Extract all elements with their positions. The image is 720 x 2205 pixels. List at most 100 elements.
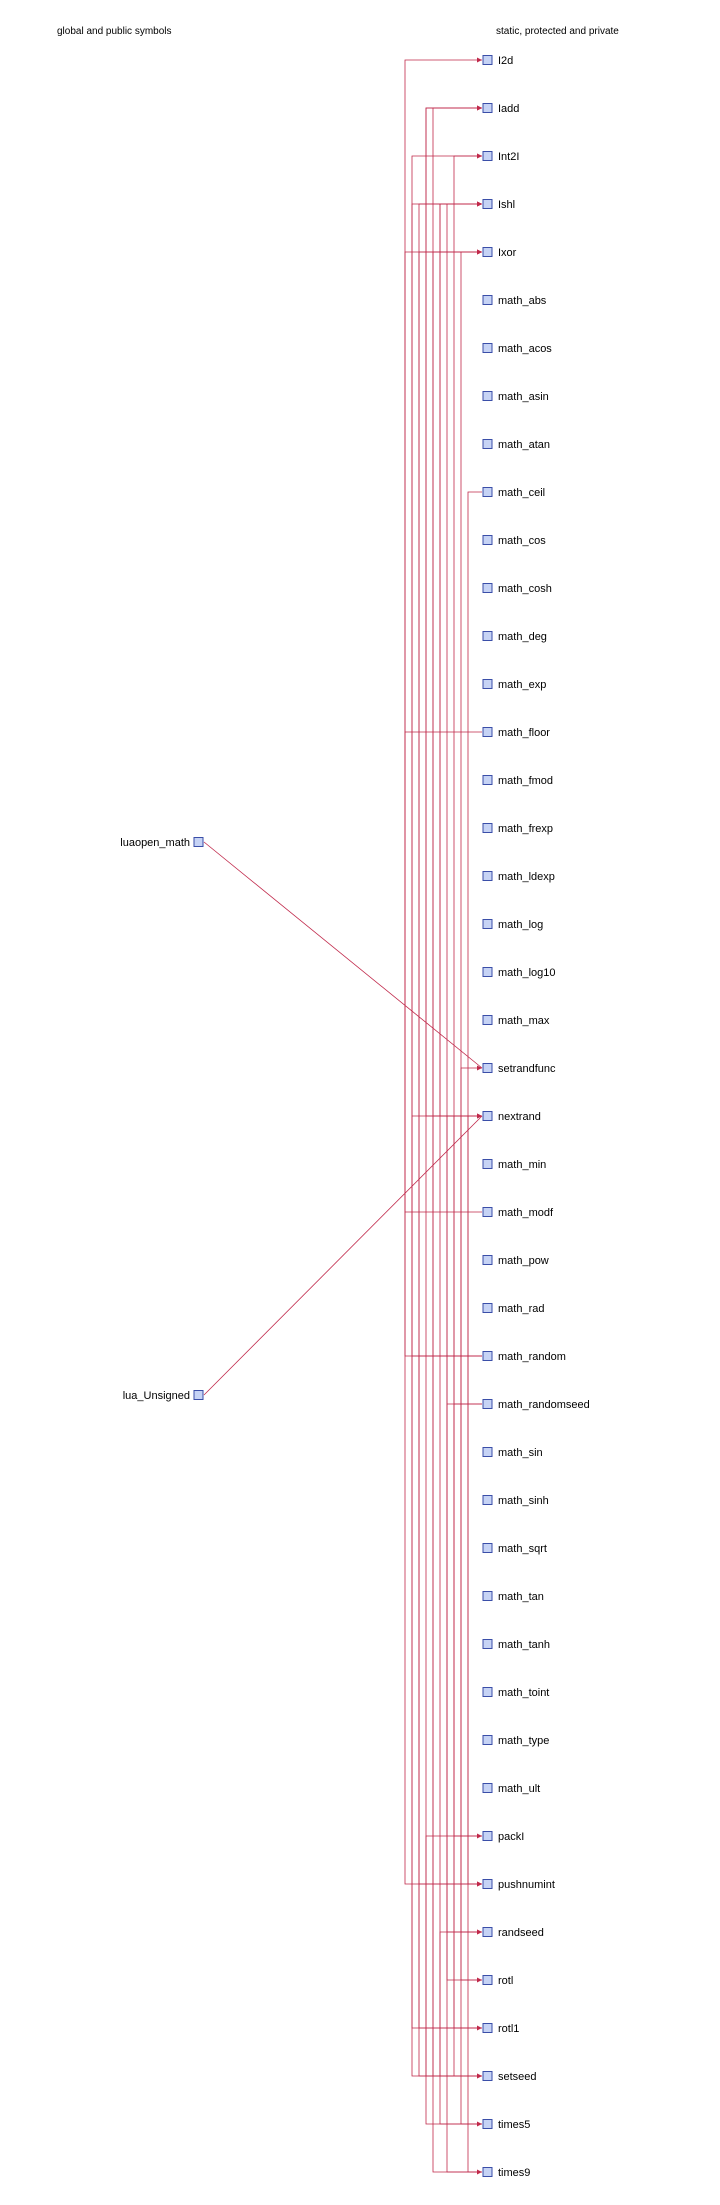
node-Ishl[interactable]: Ishl: [482, 199, 515, 211]
node-marker[interactable]: [482, 391, 493, 401]
node-math_abs[interactable]: math_abs: [482, 295, 547, 307]
node-marker[interactable]: [482, 679, 493, 689]
node-times5[interactable]: times5: [482, 2119, 530, 2131]
node-rotl[interactable]: rotl: [482, 1975, 513, 1987]
node-math_pow[interactable]: math_pow: [482, 1255, 549, 1267]
node-math_tanh[interactable]: math_tanh: [482, 1639, 550, 1651]
node-marker[interactable]: [482, 343, 493, 353]
node-marker[interactable]: [482, 1543, 493, 1553]
node-math_cosh[interactable]: math_cosh: [482, 583, 552, 595]
node-math_exp[interactable]: math_exp: [482, 679, 546, 691]
node-marker[interactable]: [482, 1351, 493, 1361]
node-math_type[interactable]: math_type: [482, 1735, 549, 1747]
node-setrandfunc[interactable]: setrandfunc: [482, 1063, 556, 1075]
node-luaopen_math[interactable]: luaopen_math: [120, 837, 204, 849]
node-math_ceil[interactable]: math_ceil: [482, 487, 545, 499]
node-marker[interactable]: [482, 1783, 493, 1793]
node-marker[interactable]: [482, 1159, 493, 1169]
node-marker[interactable]: [482, 1015, 493, 1025]
node-marker[interactable]: [482, 247, 493, 257]
node-math_asin[interactable]: math_asin: [482, 391, 549, 403]
node-marker[interactable]: [193, 1390, 204, 1400]
node-math_ldexp[interactable]: math_ldexp: [482, 871, 555, 883]
node-marker[interactable]: [482, 1639, 493, 1649]
node-marker[interactable]: [482, 1207, 493, 1217]
node-nextrand[interactable]: nextrand: [482, 1111, 541, 1123]
node-math_sin[interactable]: math_sin: [482, 1447, 543, 1459]
node-math_cos[interactable]: math_cos: [482, 535, 546, 547]
node-math_min[interactable]: math_min: [482, 1159, 546, 1171]
node-label: math_log10: [498, 967, 556, 979]
node-marker[interactable]: [482, 1399, 493, 1409]
node-marker[interactable]: [482, 631, 493, 641]
node-packI[interactable]: packI: [482, 1831, 524, 1843]
node-marker[interactable]: [482, 1975, 493, 1985]
node-math_rad[interactable]: math_rad: [482, 1303, 544, 1315]
node-math_acos[interactable]: math_acos: [482, 343, 552, 355]
node-marker[interactable]: [482, 967, 493, 977]
node-math_log10[interactable]: math_log10: [482, 967, 556, 979]
node-math_ult[interactable]: math_ult: [482, 1783, 540, 1795]
node-math_random[interactable]: math_random: [482, 1351, 566, 1363]
node-math_deg[interactable]: math_deg: [482, 631, 547, 643]
node-math_modf[interactable]: math_modf: [482, 1207, 554, 1219]
node-pushnumint[interactable]: pushnumint: [482, 1879, 555, 1891]
node-marker[interactable]: [482, 535, 493, 545]
node-marker[interactable]: [482, 2071, 493, 2081]
node-marker[interactable]: [482, 1831, 493, 1841]
node-marker[interactable]: [482, 103, 493, 113]
node-randseed[interactable]: randseed: [482, 1927, 544, 1939]
node-marker[interactable]: [482, 583, 493, 593]
node-marker[interactable]: [482, 1591, 493, 1601]
node-Iadd[interactable]: Iadd: [482, 103, 519, 115]
node-label: math_fmod: [498, 775, 553, 787]
node-marker[interactable]: [482, 871, 493, 881]
node-math_toint[interactable]: math_toint: [482, 1687, 549, 1699]
node-marker[interactable]: [482, 1111, 493, 1121]
node-marker[interactable]: [482, 55, 493, 65]
node-marker[interactable]: [193, 837, 204, 847]
node-math_fmod[interactable]: math_fmod: [482, 775, 553, 787]
node-marker[interactable]: [482, 151, 493, 161]
node-Int2I[interactable]: Int2I: [482, 151, 519, 163]
node-marker[interactable]: [482, 439, 493, 449]
node-rotl1[interactable]: rotl1: [482, 2023, 519, 2035]
node-marker[interactable]: [482, 1687, 493, 1697]
node-label: math_rad: [498, 1303, 544, 1315]
node-marker[interactable]: [482, 823, 493, 833]
node-math_sqrt[interactable]: math_sqrt: [482, 1543, 547, 1555]
node-marker[interactable]: [482, 919, 493, 929]
node-math_tan[interactable]: math_tan: [482, 1591, 544, 1603]
node-setseed[interactable]: setseed: [482, 2071, 537, 2083]
node-math_floor[interactable]: math_floor: [482, 727, 550, 739]
node-label: nextrand: [498, 1111, 541, 1123]
node-marker[interactable]: [482, 1303, 493, 1313]
node-math_log[interactable]: math_log: [482, 919, 543, 931]
node-Ixor[interactable]: Ixor: [482, 247, 517, 259]
node-marker[interactable]: [482, 1879, 493, 1889]
node-marker[interactable]: [482, 199, 493, 209]
node-marker[interactable]: [482, 295, 493, 305]
node-marker[interactable]: [482, 1927, 493, 1937]
node-marker[interactable]: [482, 775, 493, 785]
node-marker[interactable]: [482, 1447, 493, 1457]
node-math_sinh[interactable]: math_sinh: [482, 1495, 549, 1507]
node-marker[interactable]: [482, 487, 493, 497]
node-marker[interactable]: [482, 1063, 493, 1073]
node-marker[interactable]: [482, 1735, 493, 1745]
node-marker[interactable]: [482, 1255, 493, 1265]
node-I2d[interactable]: I2d: [482, 55, 513, 67]
node-math_atan[interactable]: math_atan: [482, 439, 550, 451]
node-math_frexp[interactable]: math_frexp: [482, 823, 553, 835]
node-math_max[interactable]: math_max: [482, 1015, 550, 1027]
node-math_randomseed[interactable]: math_randomseed: [482, 1399, 590, 1411]
node-marker[interactable]: [482, 2119, 493, 2129]
node-marker[interactable]: [482, 1495, 493, 1505]
node-lua_Unsigned[interactable]: lua_Unsigned: [123, 1390, 204, 1402]
node-label: math_sqrt: [498, 1543, 547, 1555]
node-times9[interactable]: times9: [482, 2167, 530, 2179]
node-marker[interactable]: [482, 727, 493, 737]
node-marker[interactable]: [482, 2023, 493, 2033]
node-marker[interactable]: [482, 2167, 493, 2177]
node-label: packI: [498, 1831, 524, 1843]
